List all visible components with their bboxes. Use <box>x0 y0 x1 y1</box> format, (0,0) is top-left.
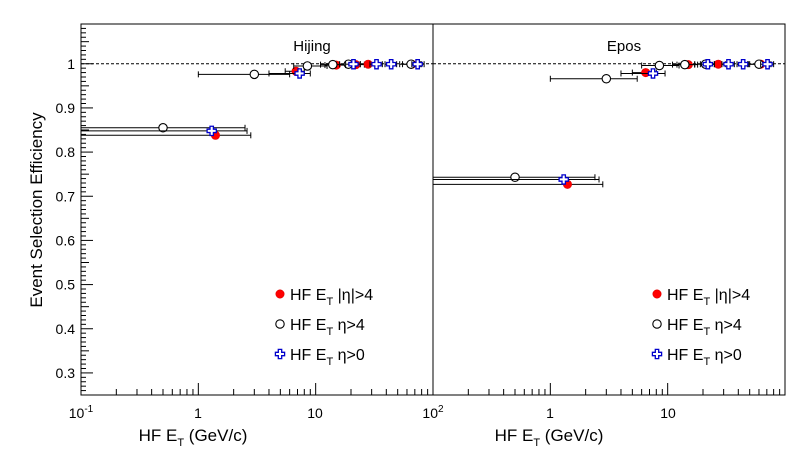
legend-marker <box>274 348 286 360</box>
x-tick-label: 10-1 <box>69 404 94 421</box>
legend-marker <box>275 289 285 299</box>
legend: HF ET |η|>4 HF ET η>4 HF ET η>0 <box>651 287 750 368</box>
y-axis-title: Event Selection Efficiency <box>27 112 46 308</box>
data-point <box>702 58 714 70</box>
data-point <box>654 60 665 71</box>
data-point <box>328 59 338 70</box>
panel-epos: 1 10 HF ET (GeV/c) Epos HF ET |η|>4 HF ET η>4… <box>432 23 786 449</box>
legend-label: HF ET η>4 <box>290 317 365 338</box>
series-3 <box>81 58 425 137</box>
y-tick-label: 0.8 <box>56 144 76 160</box>
panel-title: Hijing <box>293 38 331 55</box>
y-tick-label: 0.6 <box>56 232 76 248</box>
data-point <box>647 68 659 79</box>
legend-marker <box>651 348 663 360</box>
legend-label: HF ET η>0 <box>667 347 742 368</box>
legend-label: HF ET |η|>4 <box>290 287 373 308</box>
legend-marker <box>275 319 285 329</box>
series-3 <box>433 58 775 185</box>
data-point <box>412 58 423 70</box>
x-tick-label: 10 <box>660 405 676 421</box>
data-point <box>158 123 168 133</box>
series-2 <box>81 59 423 133</box>
legend-label: HF ET |η|>4 <box>667 287 750 308</box>
legend: HF ET |η|>4 HF ET η>4 HF ET η>0 <box>274 287 373 368</box>
data-point <box>302 61 313 71</box>
data-point <box>762 58 773 70</box>
data-point <box>558 174 569 185</box>
data-point <box>371 58 382 70</box>
y-tick-label: 0.4 <box>56 321 76 337</box>
data-point <box>737 58 749 70</box>
legend-label: HF ET η>0 <box>290 347 365 368</box>
panel-frame <box>432 23 786 396</box>
x-tick-label: 1 <box>546 405 554 421</box>
y-tick-label: 0.5 <box>56 277 76 293</box>
y-tick-label: 0.3 <box>56 365 76 381</box>
y-tick-label: 1 <box>67 56 75 72</box>
legend-marker <box>652 319 662 329</box>
data-point <box>510 172 520 183</box>
data-point <box>723 58 734 70</box>
data-point <box>206 125 217 137</box>
data-point <box>348 58 359 70</box>
x-tick-label: 10 <box>307 405 323 421</box>
x-axis-title: HF ET (GeV/c) <box>139 426 248 449</box>
legend-label: HF ET η>4 <box>667 317 742 338</box>
x-tick-label: 1 <box>194 405 202 421</box>
panel-frame <box>80 23 434 396</box>
panel-title: Epos <box>607 38 641 55</box>
data-point <box>713 59 723 69</box>
y-tick-label: 0.7 <box>56 188 76 204</box>
data-point <box>601 74 612 84</box>
data-point <box>680 59 690 70</box>
plot-layer: 0.3 0.4 0.5 0.6 0.7 0.8 0.9 1 10-1 1 10 102 HF ET (G… <box>56 23 786 449</box>
panel-hijing: 0.3 0.4 0.5 0.6 0.7 0.8 0.9 1 10-1 1 10 102 HF ET (G… <box>56 23 444 449</box>
data-point <box>294 68 305 79</box>
data-point <box>385 58 397 70</box>
data-point <box>249 69 260 80</box>
x-tick-label: 102 <box>422 404 444 421</box>
y-tick-label: 0.9 <box>56 100 76 116</box>
series-2 <box>433 59 771 183</box>
x-axis-title: HF ET (GeV/c) <box>495 426 604 449</box>
legend-marker <box>652 289 662 299</box>
